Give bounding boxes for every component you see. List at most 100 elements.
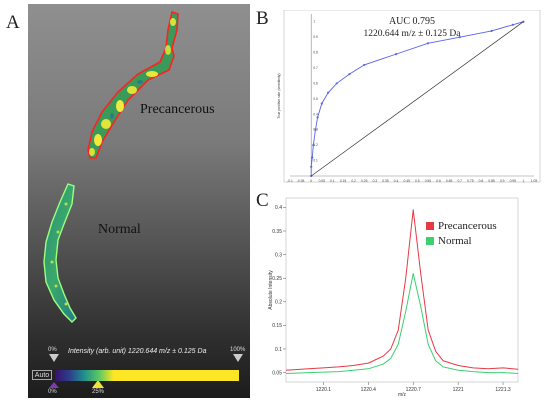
roc-x-tick: 0.3 (373, 179, 378, 183)
spectrum-chart-panel: Absolute Intensity m/z 1220.1 1220.4 1220.… (264, 194, 544, 400)
precancerous-hotspots (89, 18, 176, 156)
msi-image-panel: Precancerous Normal 0% 100% Intensity (a… (28, 4, 250, 398)
roc-x-tick: 0.35 (382, 179, 389, 183)
spectrum-y-tick: 0.1 (275, 347, 282, 353)
roc-x-tick: 0 (310, 179, 312, 183)
roc-point (316, 116, 319, 119)
roc-point (327, 91, 330, 94)
spectrum-y-tick: 0.3 (275, 252, 282, 258)
spectrum-y-tick: 0.25 (272, 276, 282, 282)
min-marker-bottom[interactable] (49, 382, 59, 388)
roc-x-tick: 0.1 (330, 179, 335, 183)
spectrum-y-tick: 0.15 (272, 323, 282, 329)
legend-swatch-precancerous (426, 222, 434, 230)
roc-point (320, 102, 323, 105)
roc-x-tick: 0.45 (403, 179, 410, 183)
spectrum-x-tick: 1221.3 (495, 387, 511, 393)
roc-x-tick: 0.65 (446, 179, 453, 183)
roc-x-tick: 1.05 (531, 179, 538, 183)
roc-x-tick: 0.05 (319, 179, 326, 183)
roc-x-tick: 0.7 (457, 179, 462, 183)
spectrum-ylabel: Absolute Intensity (268, 270, 274, 310)
roc-y-tick: 0.4 (313, 112, 318, 116)
roc-point (363, 63, 366, 67)
precancerous-label: Precancerous (140, 102, 215, 117)
spectrum-legend: Precancerous Normal (426, 220, 497, 247)
roc-x-tick: 1 (522, 179, 524, 183)
roc-y-tick: 0.1 (313, 159, 318, 163)
normal-tissue (43, 183, 77, 323)
roc-subtitle: 1220.644 m/z ± 0.125 Da (363, 29, 461, 39)
roc-x-tick: 0.6 (436, 179, 441, 183)
colorbar-caption: Intensity (arb. unit) 1220.644 m/z ± 0.1… (68, 348, 207, 355)
roc-point (458, 36, 461, 39)
panel-label-c: C (256, 190, 269, 211)
threshold-marker-bottom[interactable] (92, 380, 104, 388)
spectrum-y-tick: 0.35 (272, 229, 282, 235)
top-left-pct: 0% (48, 347, 57, 353)
roc-ylabel: True positive rate (sensitivity) (277, 73, 281, 118)
roc-y-tick: 0.9 (313, 35, 318, 39)
intensity-colorbar[interactable] (55, 370, 239, 381)
roc-point (314, 128, 317, 131)
spectrum-x-tick: 1220.7 (406, 387, 422, 393)
spectrum-x-tick: 1220.4 (361, 387, 377, 393)
legend-label-precancerous: Precancerous (438, 220, 497, 232)
legend-swatch-normal (426, 237, 434, 245)
roc-x-tick: -0.05 (297, 179, 305, 183)
top-right-pct: 100% (230, 347, 246, 353)
spectrum-y-tick: 0.4 (275, 205, 282, 211)
roc-point (312, 144, 315, 147)
normal-specks (50, 202, 68, 306)
roc-x-tick: 0.25 (361, 179, 368, 183)
roc-diagonal (311, 21, 524, 177)
panel-label-b: B (256, 8, 269, 29)
roc-x-tick: 0.4 (394, 179, 399, 183)
precancerous-tissue (87, 10, 179, 159)
roc-point (335, 82, 338, 85)
roc-point (310, 165, 313, 168)
bottom-left-pct: 0% (48, 389, 57, 395)
tissue-sections (43, 10, 243, 388)
max-marker-top[interactable] (233, 354, 243, 362)
spectrum-x-tick: 1221 (453, 387, 464, 393)
legend-label-normal: Normal (438, 235, 472, 247)
spectrum-line-normal (285, 272, 519, 375)
auto-button[interactable]: Auto (32, 370, 52, 380)
roc-x-tick: -0.1 (287, 179, 293, 183)
spectrum-plot-frame (285, 197, 519, 383)
roc-point (348, 73, 351, 76)
panel-label-a: A (6, 12, 20, 33)
spectrum-xlabel: m/z (398, 392, 407, 398)
roc-x-tick: 0.8 (479, 179, 484, 183)
spectrum-x-tick: 1220.1 (316, 387, 332, 393)
spectrum-chart: Absolute Intensity m/z 1220.1 1220.4 1220.… (268, 197, 519, 398)
roc-x-tick: 0.95 (510, 179, 517, 183)
roc-point (426, 42, 430, 45)
roc-x-tick: 0.85 (488, 179, 495, 183)
roc-x-tick: 0.75 (467, 179, 474, 183)
roc-x-tick: 0.5 (415, 179, 420, 183)
roc-x-tick: 0.15 (340, 179, 347, 183)
roc-chart-panel: AUC 0.795 1220.644 m/z ± 0.125 Da True p… (276, 9, 542, 194)
roc-x-tick: 0.55 (425, 179, 432, 183)
roc-y-tick: 0.2 (313, 143, 318, 147)
roc-chart: AUC 0.795 1220.644 m/z ± 0.125 Da True p… (277, 9, 541, 183)
roc-point (490, 29, 493, 33)
roc-y-tick: 0.8 (313, 51, 318, 55)
normal-label: Normal (98, 222, 141, 237)
spectrum-y-tick: 0.05 (272, 370, 282, 376)
min-marker-top[interactable] (49, 354, 59, 362)
roc-y-tick: 0.7 (313, 66, 318, 70)
roc-point (511, 23, 514, 26)
roc-x-tick: 0.9 (500, 179, 505, 183)
roc-y-tick: 0.6 (313, 81, 318, 85)
spectrum-line-precancerous (285, 209, 519, 371)
roc-y-tick: 0.5 (313, 97, 318, 101)
roc-x-tick: 0.2 (351, 179, 356, 183)
roc-point (311, 156, 314, 159)
spectrum-y-tick: 0.2 (275, 300, 282, 306)
roc-point (394, 53, 398, 56)
bottom-mid-pct: 25% (92, 389, 105, 395)
roc-y-tick: 1 (313, 20, 315, 24)
